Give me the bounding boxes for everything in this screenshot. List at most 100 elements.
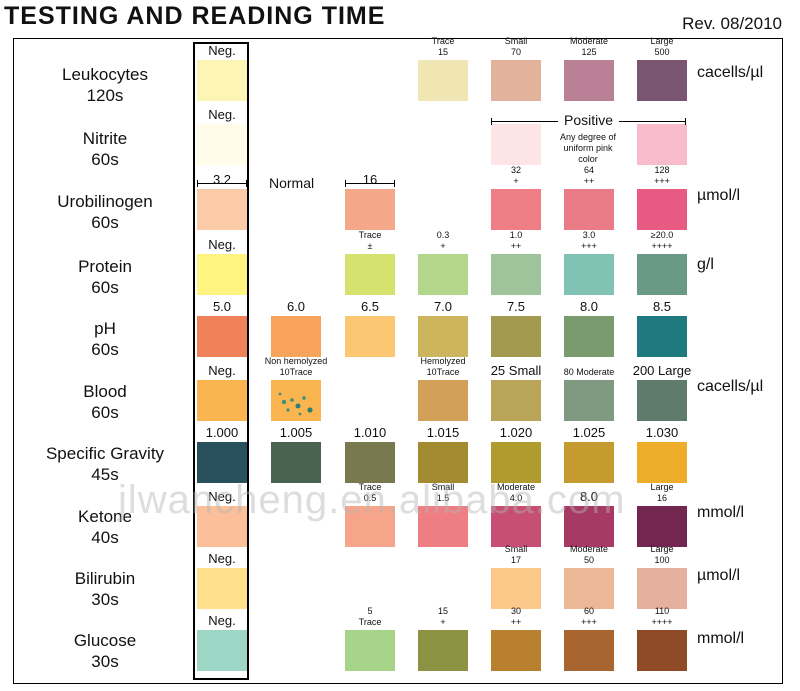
bilirubin-swatch-label: Large 100 [650, 544, 674, 565]
watermark: jlwancheng.en.alibaba.com [118, 478, 626, 522]
urobilinogen-swatch [564, 189, 614, 230]
nitrite-swatch [637, 124, 687, 165]
urobilinogen-swatch-label: 16 [362, 172, 378, 187]
nitrite-positive-bracket: Positive Any degree of uniform pink color [491, 112, 686, 164]
chart-title: TESTING AND READING TIME [4, 2, 386, 30]
urobilinogen-swatch [491, 189, 541, 230]
specific_gravity-swatch [637, 442, 687, 483]
ph-swatch [637, 316, 687, 357]
ph-swatch-label: 6.0 [286, 299, 306, 314]
protein-swatch [345, 254, 395, 295]
protein-swatch-label: ≥20.0 ++++ [650, 230, 674, 251]
leukocytes-swatch-label: Small 70 [504, 36, 528, 57]
glucose-swatch [491, 630, 541, 671]
glucose-swatch-label: Neg. [208, 613, 236, 628]
glucose-time: 30s [91, 652, 119, 671]
protein-swatch-label: Trace ± [358, 230, 382, 251]
leukocytes-swatch-label: Moderate 125 [569, 36, 609, 57]
leukocytes-swatch-label: Trace 15 [431, 36, 455, 57]
ketone-swatch-label: Moderate 4.0 [496, 482, 536, 503]
bilirubin-unit: µmol/l [697, 567, 740, 584]
ph-swatch [564, 316, 614, 357]
ketone-swatch-label: Large 16 [650, 482, 674, 503]
specific_gravity-swatch-label: 1.010 [353, 425, 387, 440]
urobilinogen-swatch-label: 64 ++ [583, 165, 595, 186]
leukocytes-swatch [418, 60, 468, 101]
blood-swatch [418, 380, 468, 421]
specific_gravity-swatch-label: 1.025 [572, 425, 606, 440]
specific_gravity-time: 45s [91, 465, 119, 484]
ph-swatch [197, 316, 247, 357]
ketone-swatch-label: Small 1.5 [431, 482, 455, 503]
protein-swatch-label: Neg. [208, 237, 236, 252]
protein-swatch [418, 254, 468, 295]
nitrite-label: Nitrite 60s [20, 128, 190, 170]
bilirubin-swatch-label: Neg. [208, 551, 236, 566]
protein-swatch-label: 0.3 + [436, 230, 450, 251]
ketone-unit: mmol/l [697, 504, 745, 521]
blood-swatch [564, 380, 614, 421]
ketone-swatch [418, 506, 468, 547]
ketone-swatch-label: Neg. [208, 489, 236, 504]
ketone-swatch [637, 506, 687, 547]
chart-frame [13, 38, 783, 684]
urobilinogen-swatch-label: 3.2 [212, 172, 232, 187]
specific_gravity-swatch [564, 442, 614, 483]
urobilinogen-range-arrow [197, 180, 247, 187]
glucose-swatch-label: 30 ++ [510, 606, 522, 627]
urobilinogen-swatch [345, 189, 395, 230]
glucose-swatch-label: 5 Trace [358, 606, 382, 627]
glucose-swatch-label: 15 + [437, 606, 448, 627]
ketone-name: Ketone [78, 507, 132, 526]
bilirubin-swatch-label: Moderate 50 [569, 544, 609, 565]
glucose-swatch-label: 110 ++++ [651, 606, 673, 627]
ph-swatch [271, 316, 321, 357]
blood-unit: cacells/µl [697, 378, 764, 395]
glucose-swatch [345, 630, 395, 671]
urobilinogen-name: Urobilinogen [57, 192, 153, 211]
urobilinogen-range-arrow [345, 180, 395, 187]
leukocytes-name: Leukocytes [62, 65, 148, 84]
ketone-label: Ketone 40s [20, 506, 190, 548]
urobilinogen-unit: µmol/l [697, 187, 740, 204]
urobilinogen-swatch [197, 189, 247, 230]
bilirubin-swatch [491, 568, 541, 609]
protein-swatch [491, 254, 541, 295]
specific_gravity-swatch [418, 442, 468, 483]
blood-label: Blood 60s [20, 381, 190, 423]
blood-swatch-label: 80 Moderate [563, 367, 615, 377]
specific_gravity-swatch [345, 442, 395, 483]
blood-swatch [197, 380, 247, 421]
ph-swatch [345, 316, 395, 357]
bilirubin-swatch [637, 568, 687, 609]
urobilinogen-swatch-label: 32 + [510, 165, 521, 186]
protein-swatch [197, 254, 247, 295]
ketone-time: 40s [91, 528, 119, 547]
specific_gravity-swatch-label: 1.005 [279, 425, 313, 440]
leukocytes-swatch-label: Neg. [208, 43, 236, 58]
ph-swatch-label: 7.0 [433, 299, 453, 314]
bilirubin-time: 30s [91, 590, 119, 609]
leukocytes-time: 120s [86, 86, 124, 105]
glucose-name: Glucose [73, 631, 137, 650]
blood-nonhemolyzed-dots [278, 392, 313, 416]
specific_gravity-name: Specific Gravity [45, 444, 165, 463]
urobilinogen-swatch-label: 128 +++ [654, 165, 670, 186]
leukocytes-swatch [637, 60, 687, 101]
specific_gravity-swatch [197, 442, 247, 483]
specific_gravity-swatch-label: 1.020 [499, 425, 533, 440]
protein-swatch-label: 1.0 ++ [509, 230, 523, 251]
specific_gravity-label: Specific Gravity 45s [20, 443, 190, 485]
bilirubin-swatch [197, 568, 247, 609]
blood-swatch-label: Neg. [208, 363, 236, 378]
urobilinogen-normal-label: Normal [269, 175, 315, 191]
urobilinogen-label: Urobilinogen 60s [20, 191, 190, 233]
nitrite-name: Nitrite [82, 129, 128, 148]
bilirubin-swatch-label: Small 17 [504, 544, 528, 565]
glucose-swatch-label: 60 +++ [581, 606, 597, 627]
specific_gravity-swatch-label: 1.015 [426, 425, 460, 440]
ketone-swatch [491, 506, 541, 547]
ph-label: pH 60s [20, 318, 190, 360]
ketone-swatch-label: Trace 0.5 [358, 482, 382, 503]
ketone-swatch [345, 506, 395, 547]
